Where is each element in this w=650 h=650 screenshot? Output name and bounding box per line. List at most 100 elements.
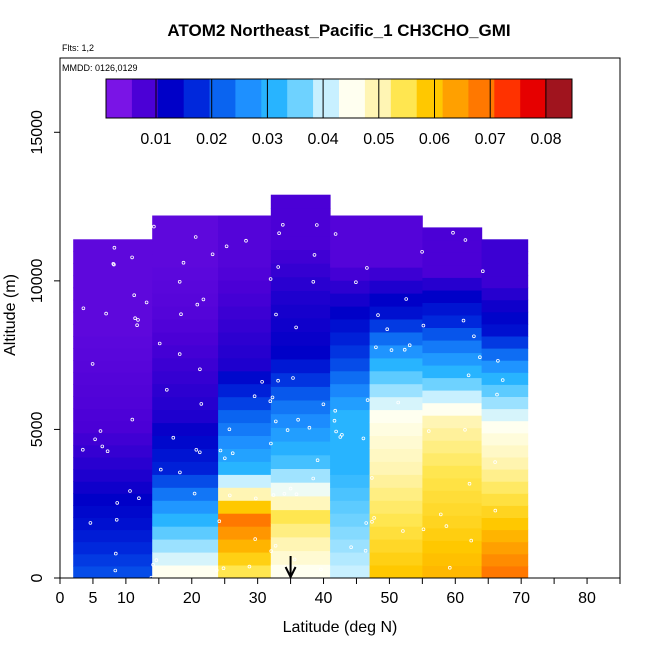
heatmap-cell	[218, 513, 272, 527]
colorbar-tick-label: 0.07	[475, 131, 506, 148]
heatmap-cell	[73, 444, 153, 458]
observation-point	[271, 493, 276, 497]
heatmap-cell	[422, 390, 483, 404]
heatmap-cell	[330, 487, 371, 501]
heatmap-cell	[73, 408, 153, 422]
observation-point	[365, 398, 370, 402]
heatmap-cell	[270, 372, 331, 387]
dates-annotation: MMDD: 0126,0129	[62, 63, 138, 73]
observation-point	[426, 429, 431, 433]
heatmap-cell	[422, 264, 483, 278]
x-tick-label: 0	[56, 590, 65, 607]
observation-point	[273, 543, 278, 548]
colorbar-tick-label: 0.04	[308, 131, 339, 148]
heatmap-cell	[369, 215, 423, 229]
heatmap-cell	[218, 370, 272, 385]
heatmap-cell	[369, 241, 423, 255]
observation-point	[252, 394, 257, 399]
observation-point	[273, 419, 278, 424]
heatmap-cell	[73, 299, 153, 313]
observation-point	[88, 521, 93, 525]
heatmap-cell	[218, 461, 272, 475]
observation-point	[157, 341, 162, 346]
heatmap-cell	[73, 360, 153, 373]
observation-point	[254, 496, 258, 501]
observation-point	[198, 450, 202, 455]
heatmap-cell	[422, 515, 483, 529]
heatmap-cell	[152, 306, 219, 320]
heatmap-cell	[73, 541, 153, 555]
heatmap-cell	[73, 517, 153, 531]
x-tick-label: 10	[117, 590, 135, 607]
observation-point	[198, 367, 202, 372]
heatmap-cell	[218, 280, 272, 294]
observation-point	[277, 231, 281, 236]
observation-point	[230, 451, 235, 456]
heatmap-cell	[152, 215, 219, 229]
heatmap-cell	[152, 267, 219, 281]
heatmap-cell	[422, 540, 483, 554]
x-tick-label: 80	[578, 590, 596, 607]
observation-points	[81, 223, 505, 578]
observation-point	[311, 476, 316, 481]
chart-title: ATOM2 Northeast_Pacific_1 CH3CHO_GMI	[167, 21, 510, 40]
heatmap-cell	[218, 396, 272, 411]
heatmap-cell	[73, 239, 153, 252]
marker-arrow-head	[284, 566, 297, 580]
heatmap-cell	[270, 290, 331, 305]
heatmap-cell	[152, 539, 219, 553]
observation-point	[227, 427, 232, 432]
heatmap-cell	[481, 565, 529, 578]
heatmap-cell	[481, 432, 529, 446]
heatmap-cell	[270, 523, 331, 538]
observation-point	[333, 408, 338, 413]
heatmap-cell	[422, 427, 483, 441]
heatmap-cell	[270, 194, 331, 209]
heatmap-cell	[152, 241, 219, 255]
heatmap-cell	[152, 513, 219, 527]
observation-point	[93, 437, 97, 442]
observation-point	[461, 318, 466, 323]
observation-point	[270, 395, 275, 400]
observation-point	[407, 343, 412, 348]
heatmap-cell	[152, 461, 219, 475]
heatmap-cell	[73, 481, 153, 494]
heatmap-cell	[422, 340, 483, 354]
heatmap-cell	[152, 357, 219, 372]
heatmap-cell	[73, 420, 153, 434]
heatmap-cell	[369, 409, 423, 424]
observation-point	[480, 269, 485, 274]
observation-point	[214, 568, 219, 573]
heatmap-cell	[369, 500, 423, 514]
observation-point	[128, 489, 132, 493]
observation-point	[221, 566, 226, 570]
heatmap-cell	[270, 509, 331, 524]
observation-point	[113, 568, 118, 573]
observation-point	[100, 444, 105, 449]
x-axis-label: Latitude (deg N)	[283, 619, 398, 636]
heatmap-cell	[369, 487, 423, 501]
observation-point	[115, 501, 119, 505]
heatmap-cell	[369, 228, 423, 242]
heatmap-cell	[218, 228, 272, 242]
heatmap-cell	[330, 396, 371, 411]
heatmap-cell	[152, 565, 219, 578]
observation-point	[133, 316, 137, 321]
heatmap-cell	[152, 332, 219, 346]
heatmap-cell	[152, 228, 219, 242]
observation-point	[112, 245, 117, 250]
heatmap-cell	[422, 365, 483, 379]
heatmap-cell	[369, 254, 423, 268]
heatmap-cell	[330, 254, 371, 268]
heatmap-cell	[369, 280, 423, 294]
observation-point	[420, 250, 424, 254]
heatmap-cell	[422, 452, 483, 466]
heatmap-cell	[218, 241, 272, 255]
heatmap-cell	[330, 526, 371, 540]
heatmap-cell	[422, 527, 483, 541]
observation-point	[364, 521, 369, 525]
flights-annotation: Flts: 1,2	[62, 43, 94, 53]
heatmap-cell	[152, 383, 219, 398]
heatmap-cell	[481, 275, 529, 289]
observation-point	[171, 435, 176, 440]
